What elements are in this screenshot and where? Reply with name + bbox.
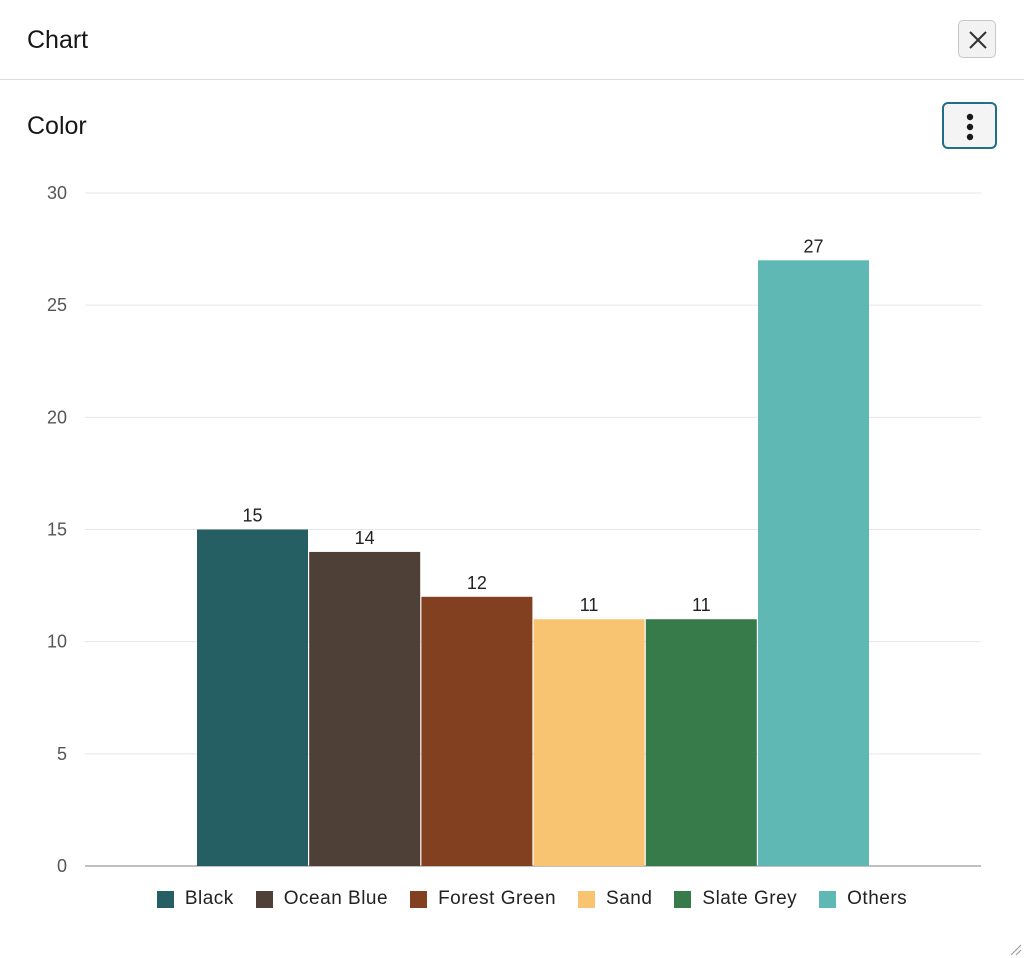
dialog-title: Chart bbox=[27, 26, 89, 54]
bar-sand bbox=[533, 619, 645, 866]
legend-item[interactable]: Ocean Blue bbox=[255, 888, 389, 910]
legend-swatch bbox=[255, 890, 273, 908]
y-tick-label: 10 bbox=[47, 632, 67, 652]
legend-swatch bbox=[410, 890, 428, 908]
bar-chart: 0 5 10 15 20 25 30 15 14 12 11 11 27 bbox=[47, 183, 981, 876]
legend-swatch bbox=[156, 890, 174, 908]
legend-label: Sand bbox=[606, 888, 653, 909]
chart-legend: Black Ocean Blue Forest Green Sand Slate Gre… bbox=[0, 888, 1024, 910]
legend-label: Others bbox=[847, 888, 908, 909]
legend-item[interactable]: Slate Grey bbox=[674, 888, 797, 910]
y-tick-label: 15 bbox=[47, 520, 67, 540]
data-label: 15 bbox=[242, 506, 262, 526]
y-tick-label: 25 bbox=[47, 295, 67, 315]
data-label: 14 bbox=[355, 528, 375, 548]
y-tick-label: 0 bbox=[57, 856, 67, 876]
data-label: 27 bbox=[803, 236, 823, 256]
vertical-dots-icon bbox=[966, 113, 974, 141]
data-label: 12 bbox=[467, 573, 487, 593]
legend-swatch bbox=[819, 890, 837, 908]
legend-item[interactable]: Black bbox=[156, 888, 234, 910]
bar-forest-green bbox=[421, 596, 533, 866]
bar-ocean-blue bbox=[309, 551, 421, 866]
legend-item[interactable]: Forest Green bbox=[410, 888, 556, 910]
dialog-header: Chart bbox=[0, 0, 1024, 80]
resize-grip-icon[interactable] bbox=[1008, 942, 1022, 956]
close-button[interactable] bbox=[958, 20, 996, 58]
bar-black bbox=[197, 529, 308, 866]
y-tick-label: 30 bbox=[47, 183, 67, 203]
chart-title: Color bbox=[27, 112, 87, 140]
legend-label: Slate Grey bbox=[702, 888, 798, 909]
legend-label: Ocean Blue bbox=[283, 888, 389, 909]
chart-options-button[interactable] bbox=[942, 102, 997, 149]
legend-swatch bbox=[674, 890, 692, 908]
bar-others bbox=[758, 260, 869, 866]
legend-item[interactable]: Others bbox=[819, 888, 907, 910]
legend-label: Forest Green bbox=[438, 888, 557, 909]
legend-item[interactable]: Sand bbox=[578, 888, 652, 910]
legend-swatch bbox=[578, 890, 596, 908]
y-tick-label: 20 bbox=[47, 407, 67, 427]
y-tick-label: 5 bbox=[57, 744, 67, 764]
close-icon bbox=[969, 31, 987, 49]
data-label: 11 bbox=[580, 595, 599, 615]
data-label: 11 bbox=[692, 595, 711, 615]
legend-label: Black bbox=[184, 888, 234, 909]
bar-slate-grey bbox=[645, 619, 757, 866]
